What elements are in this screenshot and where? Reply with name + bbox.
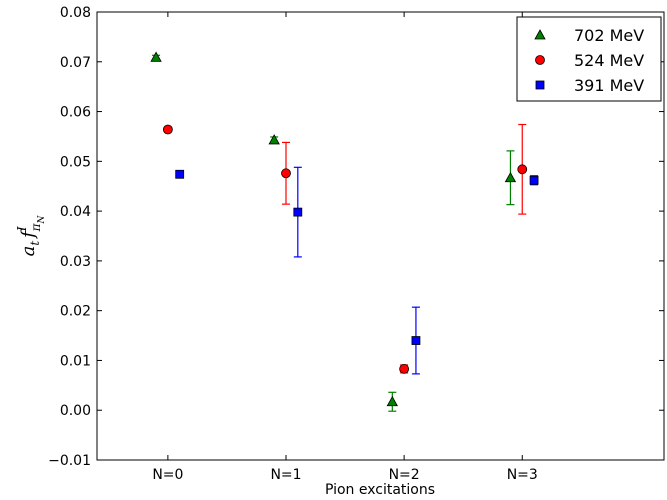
x-tick-labels: N=0 N=1 N=2 N=3 xyxy=(152,467,538,483)
data-point xyxy=(504,171,517,183)
y-axis-label: atfIπN xyxy=(15,215,47,257)
y-tick-label: 0.02 xyxy=(60,304,91,320)
legend-label: 391 MeV xyxy=(574,76,644,95)
x-tick-label: N=0 xyxy=(152,467,183,483)
ylabel-sub1: t xyxy=(28,241,42,246)
x-tick-label: N=1 xyxy=(270,467,301,483)
legend-label: 524 MeV xyxy=(574,51,644,70)
data-point xyxy=(411,336,421,345)
data-point xyxy=(281,168,291,179)
y-tick-label: 0.01 xyxy=(60,353,91,369)
x-tick-label: N=3 xyxy=(507,467,538,483)
x-tick-label: N=2 xyxy=(389,467,420,483)
data-point xyxy=(162,124,173,135)
y-tick-label: 0.00 xyxy=(60,403,91,419)
data-point xyxy=(386,395,398,407)
y-tick-label: 0.05 xyxy=(60,154,91,170)
data-point xyxy=(175,169,185,179)
data-point xyxy=(529,175,539,185)
legend: 702 MeV 524 MeV 391 MeV xyxy=(516,16,662,102)
y-tick-label: 0.06 xyxy=(60,105,91,121)
data-point xyxy=(268,134,280,145)
y-tick-label: 0.04 xyxy=(60,204,91,220)
x-axis-label: Pion excitations xyxy=(325,482,435,498)
data-markers xyxy=(150,51,539,407)
y-tick-labels: −0.01 0.00 0.01 0.02 0.03 0.04 0.05 0.06 0.07 0.0… xyxy=(48,5,91,469)
data-point xyxy=(293,207,303,217)
y-tick-label: −0.01 xyxy=(48,453,91,469)
y-tick-label: 0.03 xyxy=(60,254,91,270)
ylabel-sub3: N xyxy=(37,215,47,225)
legend-marker xyxy=(535,55,545,65)
y-tick-label: 0.07 xyxy=(60,55,91,71)
ylabel-sup: I xyxy=(15,226,29,232)
legend-marker xyxy=(535,80,545,90)
ylabel-main: a xyxy=(18,246,39,257)
legend-marker xyxy=(534,29,546,40)
plot-frame xyxy=(96,11,665,461)
y-tick-label: 0.08 xyxy=(60,5,91,21)
data-point xyxy=(399,364,410,374)
ylabel-sub2: π xyxy=(29,222,43,232)
legend-label: 702 MeV xyxy=(574,26,644,45)
y-axis-label-text: atfIπN xyxy=(15,215,47,257)
data-point xyxy=(517,164,528,175)
data-point xyxy=(150,51,162,62)
